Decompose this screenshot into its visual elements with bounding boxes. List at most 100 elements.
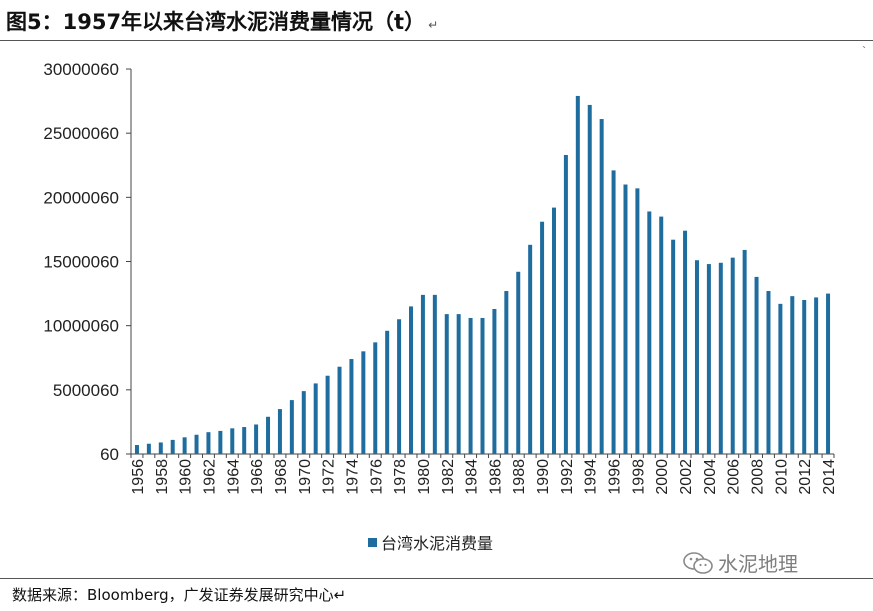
bar-1974	[349, 359, 354, 454]
bar-1978	[397, 319, 402, 454]
bar-1962	[206, 432, 211, 454]
y-tick-label: 20000060	[43, 188, 119, 207]
x-tick-label-1974: 1974	[344, 459, 361, 495]
bar-2012	[802, 300, 807, 454]
x-tick-label-2008: 2008	[750, 459, 767, 495]
x-tick-label-1978: 1978	[392, 459, 409, 495]
bar-2000	[659, 216, 664, 454]
x-tick-label-1984: 1984	[464, 459, 481, 495]
bar-1997	[623, 184, 628, 454]
bar-2004	[706, 264, 711, 454]
legend-swatch	[368, 537, 377, 547]
bar-1983	[456, 314, 461, 454]
bar-1958	[158, 442, 163, 454]
x-tick-label-2004: 2004	[702, 459, 719, 495]
x-tick-label-1998: 1998	[630, 459, 647, 495]
bar-2002	[683, 230, 688, 454]
bar-1979	[409, 306, 414, 454]
bar-1972	[325, 375, 330, 454]
bar-1956	[134, 445, 139, 454]
x-tick-label-2000: 2000	[654, 459, 671, 495]
bar-2005	[718, 262, 723, 454]
y-tick-label: 15000060	[43, 253, 119, 272]
bar-1998	[635, 188, 640, 454]
bar-1965	[242, 427, 247, 454]
bar-1989	[528, 244, 533, 454]
bar-1986	[492, 308, 497, 454]
bar-1963	[218, 430, 223, 454]
bar-1959	[170, 439, 175, 454]
x-tick-label-1982: 1982	[440, 459, 457, 495]
wechat-icon	[683, 551, 713, 574]
y-tick-label: 5000060	[53, 381, 119, 400]
x-tick-label-2012: 2012	[797, 459, 814, 495]
bar-1994	[587, 104, 592, 454]
bar-1967	[266, 416, 271, 454]
paragraph-mark: ↵	[428, 18, 439, 32]
bar-1984	[468, 317, 473, 454]
bar-1985	[480, 317, 485, 454]
watermark: 水泥地理	[682, 548, 798, 577]
bar-2006	[730, 257, 735, 454]
x-tick-label-2002: 2002	[678, 459, 695, 495]
y-tick-label: 60	[100, 445, 119, 464]
footer-divider	[0, 578, 873, 579]
x-tick-label-1964: 1964	[225, 459, 242, 495]
bar-2001	[671, 239, 676, 454]
bar-1961	[194, 434, 199, 454]
x-tick-label-1986: 1986	[487, 459, 504, 495]
bar-1999	[647, 211, 652, 454]
bar-1977	[385, 330, 390, 454]
bar-1992	[563, 154, 568, 454]
x-tick-label-2010: 2010	[773, 459, 790, 495]
bar-1976	[373, 342, 378, 454]
bar-2011	[790, 296, 795, 454]
x-tick-label-1990: 1990	[535, 459, 552, 495]
bar-1957	[146, 443, 151, 454]
bar-1960	[182, 437, 187, 454]
bar-2013	[814, 297, 819, 454]
chart-axes	[126, 68, 835, 458]
bar-1966	[254, 424, 259, 454]
bar-1991	[551, 207, 556, 454]
x-tick-label-1972: 1972	[321, 459, 338, 495]
chart-title: 图5：1957年以来台湾水泥消费量情况（t） ↵	[6, 6, 438, 36]
x-tick-label-1980: 1980	[416, 459, 433, 495]
bar-1993	[575, 95, 580, 454]
source-note: 数据来源：Bloomberg，广发证券发展研究中心↵	[12, 586, 347, 604]
x-tick-label-1992: 1992	[559, 459, 576, 495]
x-tick-label-1994: 1994	[583, 459, 600, 495]
x-tick-labels: 1956 1958 1960 1962 1964 1966 1968 1970 1972 1974…	[130, 459, 838, 495]
bar-1980	[420, 294, 425, 454]
bar-1973	[337, 366, 342, 454]
bar-1970	[301, 391, 306, 454]
legend-label: 台湾水泥消费量	[381, 534, 494, 553]
y-tick-label: 10000060	[43, 317, 119, 336]
bar-2007	[742, 249, 747, 454]
bar-1981	[432, 294, 437, 454]
bar-2014	[826, 293, 831, 454]
x-tick-label-1976: 1976	[368, 459, 385, 495]
bar-1995	[599, 119, 604, 454]
bar-1969	[289, 400, 294, 454]
bar-1996	[611, 170, 616, 455]
x-tick-label-2014: 2014	[821, 459, 838, 495]
bar-1987	[504, 291, 509, 454]
bar-1988	[516, 271, 521, 454]
watermark-text: 水泥地理	[718, 552, 798, 576]
title-divider	[0, 40, 873, 41]
bar-2009	[766, 291, 771, 454]
x-tick-label-1966: 1966	[249, 459, 266, 495]
x-tick-label-1968: 1968	[273, 459, 290, 495]
x-tick-label-1958: 1958	[154, 459, 171, 495]
y-tick-labels: 60 5000060 10000060 15000060 20000060 2500006…	[43, 60, 119, 464]
y-tick-label: 30000060	[43, 60, 119, 79]
x-tick-label-1962: 1962	[201, 459, 218, 495]
y-tick-label: 25000060	[43, 124, 119, 143]
bar-1975	[361, 351, 366, 454]
x-tick-label-1970: 1970	[297, 459, 314, 495]
x-tick-label-1960: 1960	[178, 459, 195, 495]
x-tick-label-1988: 1988	[511, 459, 528, 495]
chart-title-text: 图5：1957年以来台湾水泥消费量情况（t）	[6, 10, 426, 34]
